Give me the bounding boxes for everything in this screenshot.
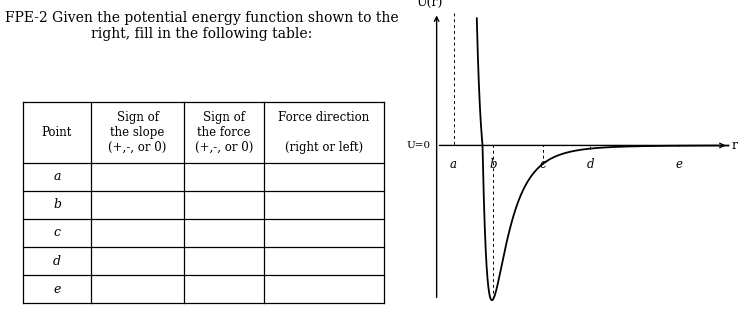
Text: c: c — [539, 158, 546, 171]
Text: b: b — [53, 198, 61, 211]
Text: a: a — [53, 170, 60, 183]
Text: d: d — [586, 158, 594, 171]
Text: a: a — [450, 158, 457, 171]
Text: e: e — [676, 158, 683, 171]
Text: d: d — [53, 255, 61, 268]
Text: Sign of
the slope
(+,-, or 0): Sign of the slope (+,-, or 0) — [108, 111, 167, 154]
Text: e: e — [53, 283, 60, 296]
Text: r: r — [732, 139, 738, 152]
Text: Force direction

(right or left): Force direction (right or left) — [278, 111, 369, 154]
Text: FPE-2 Given the potential energy function shown to the
right, fill in the follow: FPE-2 Given the potential energy functio… — [4, 11, 398, 41]
Text: Point: Point — [42, 126, 72, 139]
Text: U=0: U=0 — [407, 141, 430, 150]
Text: b: b — [489, 158, 498, 171]
Text: Sign of
the force
(+,-, or 0): Sign of the force (+,-, or 0) — [195, 111, 253, 154]
Text: U(r): U(r) — [417, 0, 443, 10]
Text: c: c — [54, 226, 60, 240]
